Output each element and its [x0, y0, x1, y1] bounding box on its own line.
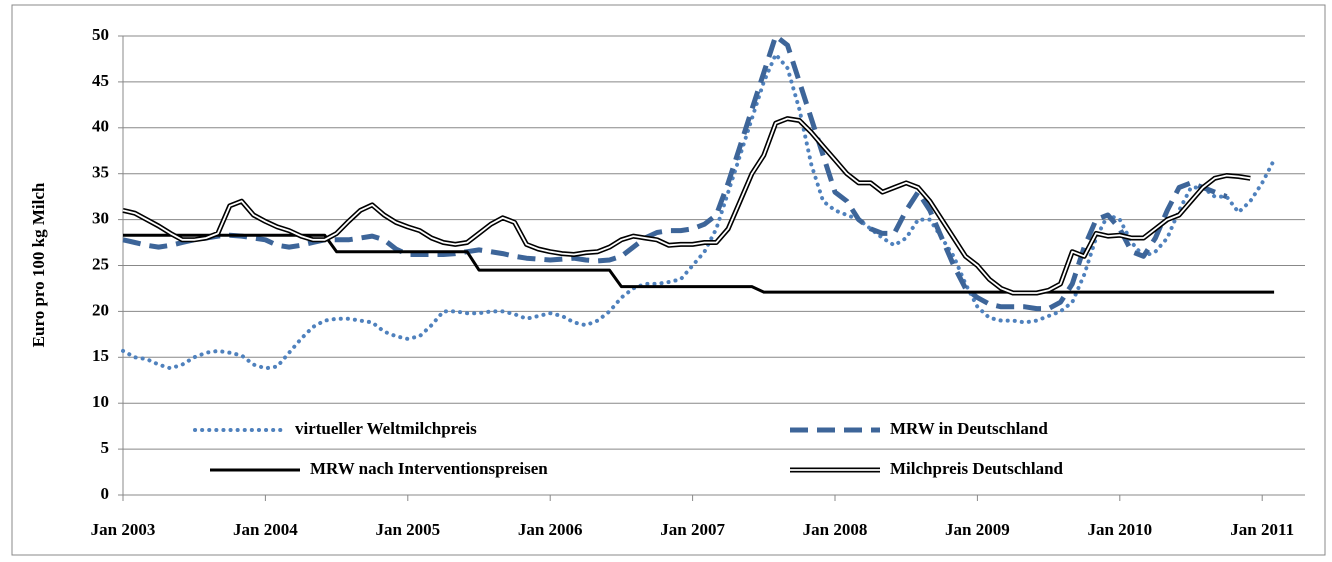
- x-tick-label: Jan 2006: [518, 520, 583, 539]
- x-tick-label: Jan 2004: [233, 520, 298, 539]
- y-tick-label: 50: [92, 25, 109, 44]
- legend-label: virtueller Weltmilchpreis: [295, 419, 477, 438]
- x-tick-label: Jan 2003: [91, 520, 156, 539]
- x-tick-label: Jan 2009: [945, 520, 1010, 539]
- x-tick-label: Jan 2011: [1230, 520, 1294, 539]
- y-tick-label: 0: [101, 484, 110, 503]
- x-tick-label: Jan 2007: [660, 520, 725, 539]
- series-line: [123, 233, 1275, 294]
- y-tick-label: 5: [101, 438, 110, 457]
- series-line: [121, 52, 1277, 371]
- x-tick-label: Jan 2005: [375, 520, 440, 539]
- series-line: [122, 117, 1251, 294]
- y-tick-label: 25: [92, 254, 109, 273]
- legend-label: MRW nach Interventionspreisen: [310, 459, 548, 478]
- y-tick-label: 40: [92, 117, 109, 136]
- y-tick-label: 45: [92, 71, 109, 90]
- series-line: [122, 33, 1228, 312]
- y-tick-label: 15: [92, 346, 109, 365]
- series-line: [122, 116, 1251, 296]
- legend-label: MRW in Deutschland: [890, 419, 1048, 438]
- y-tick-label: 35: [92, 163, 109, 182]
- legend-label: Milchpreis Deutschland: [890, 459, 1064, 478]
- y-tick-label: 10: [92, 392, 109, 411]
- y-tick-label: 30: [92, 209, 109, 228]
- y-tick-label: 20: [92, 300, 109, 319]
- x-tick-label: Jan 2010: [1087, 520, 1152, 539]
- chart-frame: [11, 4, 1326, 556]
- x-tick-label: Jan 2008: [803, 520, 868, 539]
- y-axis-label: Euro pro 100 kg Milch: [29, 182, 48, 347]
